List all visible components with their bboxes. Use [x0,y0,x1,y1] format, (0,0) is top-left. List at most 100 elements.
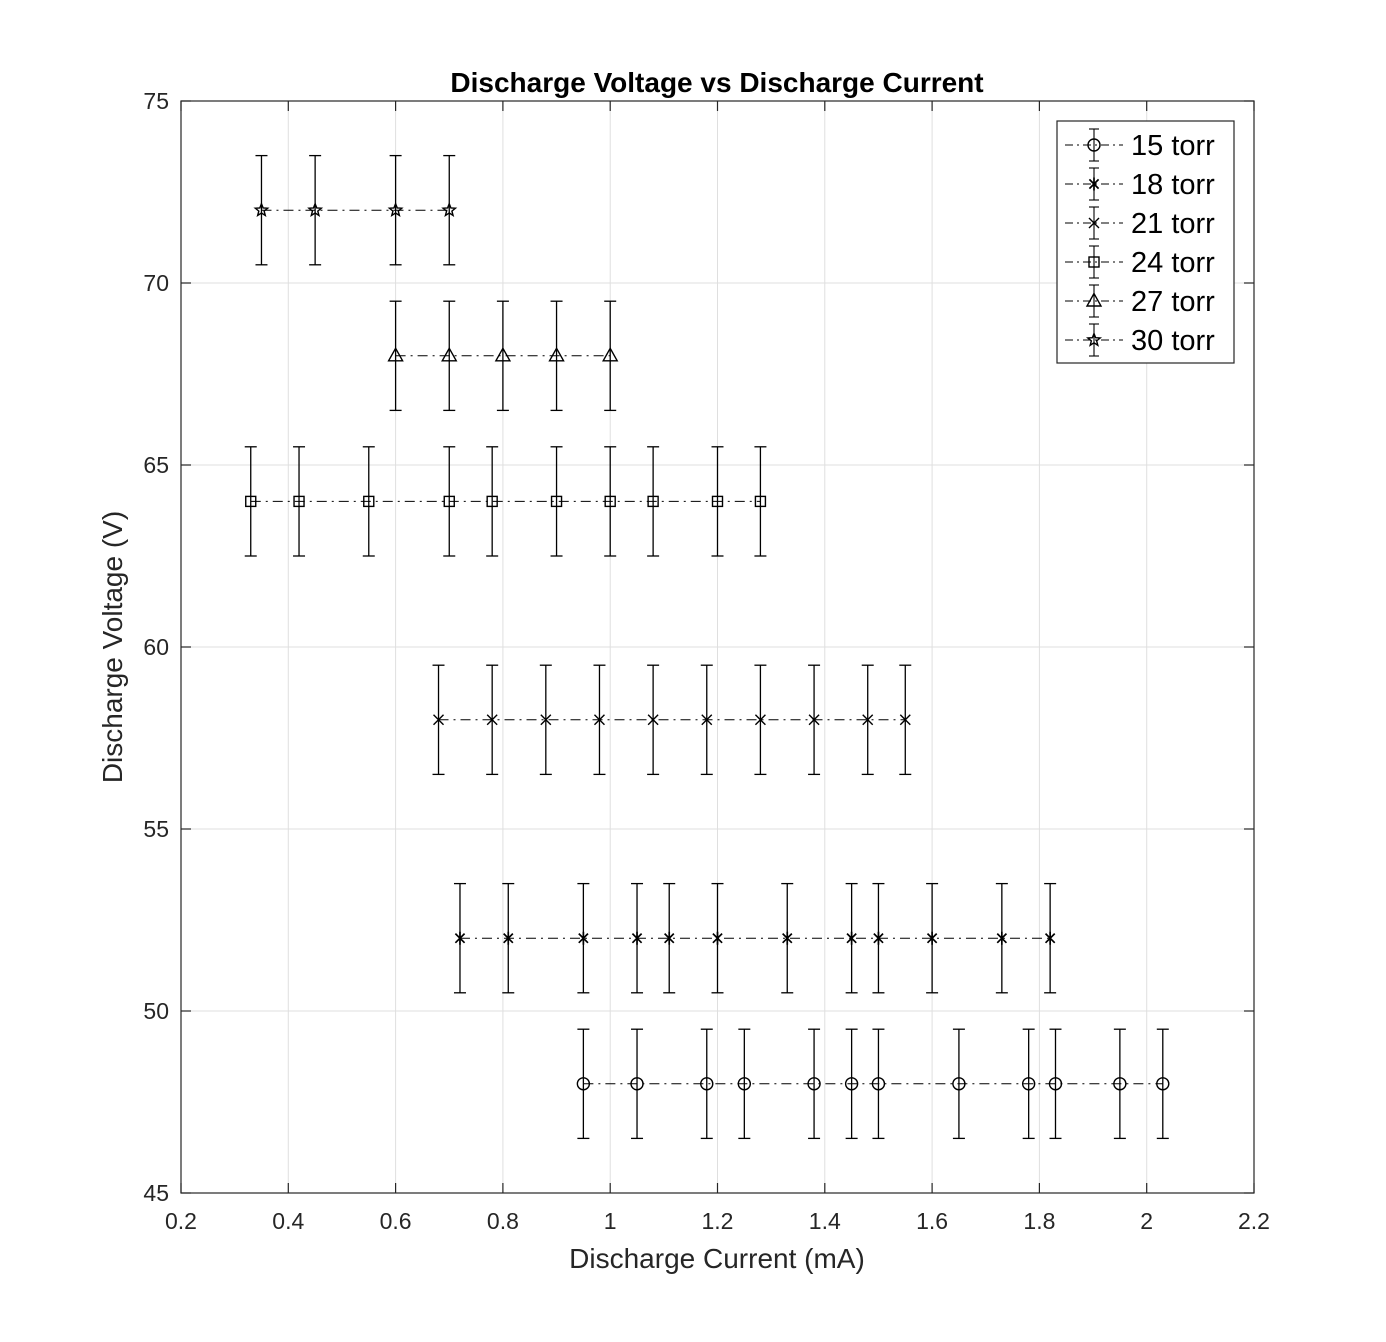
y-tick-label: 55 [143,816,169,842]
series [453,882,1057,994]
cross-marker [1088,217,1100,229]
data-point [550,446,563,557]
data-point [486,446,499,557]
data-point [494,300,512,412]
square-marker [363,495,375,508]
circle-marker [1113,1077,1127,1091]
data-point [631,882,644,994]
circle-marker [737,1077,752,1091]
data-point [593,664,606,776]
data-point [807,1028,821,1140]
data-point [861,664,874,776]
x-tick-label: 2 [1140,1208,1153,1234]
cross-marker [701,714,713,726]
data-point [539,664,552,776]
legend-label: 18 torr [1131,169,1215,201]
asterisk-marker [1044,931,1056,945]
circle-marker [1048,1077,1063,1091]
asterisk-marker [996,931,1008,945]
chart-title: Discharge Voltage vs Discharge Current [450,67,983,98]
legend-item: 15 torr [1065,128,1215,162]
star-marker [441,201,458,218]
y-tick-label: 50 [143,998,169,1024]
data-point [808,664,821,776]
legend-item: 27 torr [1065,284,1215,318]
data-point [453,882,466,994]
data-point [387,300,404,412]
data-point [293,446,306,557]
asterisk-marker [578,931,589,945]
legend-label: 24 torr [1131,247,1215,279]
circle-marker [1087,138,1101,152]
legend-item: 21 torr [1065,206,1215,240]
y-tick-label: 75 [143,88,169,114]
data-point [647,664,660,776]
data-point [630,1028,644,1140]
circle-marker [871,1077,886,1091]
data-point [871,1028,886,1140]
asterisk-marker [873,931,884,945]
y-tick-label: 60 [143,634,169,660]
legend-item: 24 torr [1065,245,1215,279]
square-marker [245,495,257,508]
data-point [1113,1028,1127,1140]
data-point [663,882,676,994]
asterisk-marker [1088,177,1100,191]
asterisk-marker [712,931,723,945]
star-marker [307,201,324,218]
data-point [700,1028,714,1140]
x-tick-label: 1.2 [702,1208,734,1234]
series [244,446,767,557]
circle-marker [1021,1077,1036,1091]
square-marker [550,495,563,508]
legend-label: 27 torr [1131,286,1215,318]
data-point [1021,1028,1036,1140]
data-point [845,882,858,994]
x-tick-label: 0.6 [380,1208,412,1234]
data-point [253,154,270,266]
triangle-marker [602,346,619,362]
y-tick-label: 65 [143,452,169,478]
triangle-marker [441,346,458,362]
data-point [602,300,619,412]
legend-label: 15 torr [1131,130,1215,162]
circle-marker [807,1077,821,1091]
x-tick-label: 1.8 [1023,1208,1055,1234]
data-point [1156,1028,1170,1140]
data-point [952,1028,966,1140]
cross-marker [540,714,552,726]
cross-marker [754,714,766,726]
series [576,1028,1170,1140]
y-tick-label: 70 [143,270,169,296]
asterisk-marker [782,931,793,945]
data-point [754,446,767,557]
data-point [711,882,724,994]
y-axis-label: Discharge Voltage (V) [97,511,128,783]
data-point [647,446,660,557]
square-marker [486,495,498,508]
data-point [577,882,590,994]
data-point [441,300,458,412]
square-marker [1088,256,1100,268]
legend-label: 30 torr [1131,325,1215,357]
series [432,664,912,776]
data-point [441,154,458,266]
asterisk-marker [503,931,514,945]
data-point [307,154,324,266]
data-point [362,446,375,557]
series-group [244,154,1170,1140]
star-marker [387,201,404,218]
series [387,300,619,412]
data-point [1048,1028,1063,1140]
asterisk-marker [664,931,675,945]
data-point [244,446,257,557]
square-marker [647,495,659,508]
asterisk-marker [631,931,643,945]
ticks: 0.2 0.4 0.6 0.8 1 1.2 1.4 1.6 1.8 2 2.2 45 50 55 60 65 7… [143,88,1270,1234]
data-point [486,664,499,776]
data-point [711,446,724,557]
legend-label: 21 torr [1131,208,1215,240]
x-tick-label: 0.2 [165,1208,197,1234]
circle-marker [952,1077,966,1091]
